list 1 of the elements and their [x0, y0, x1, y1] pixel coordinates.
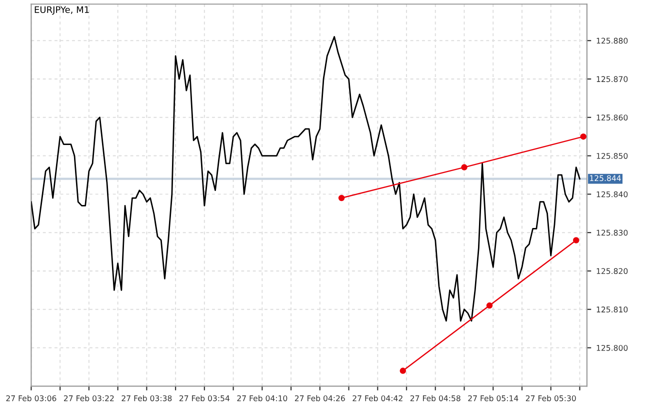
chart-title: EURJPYe, M1 — [34, 6, 89, 15]
